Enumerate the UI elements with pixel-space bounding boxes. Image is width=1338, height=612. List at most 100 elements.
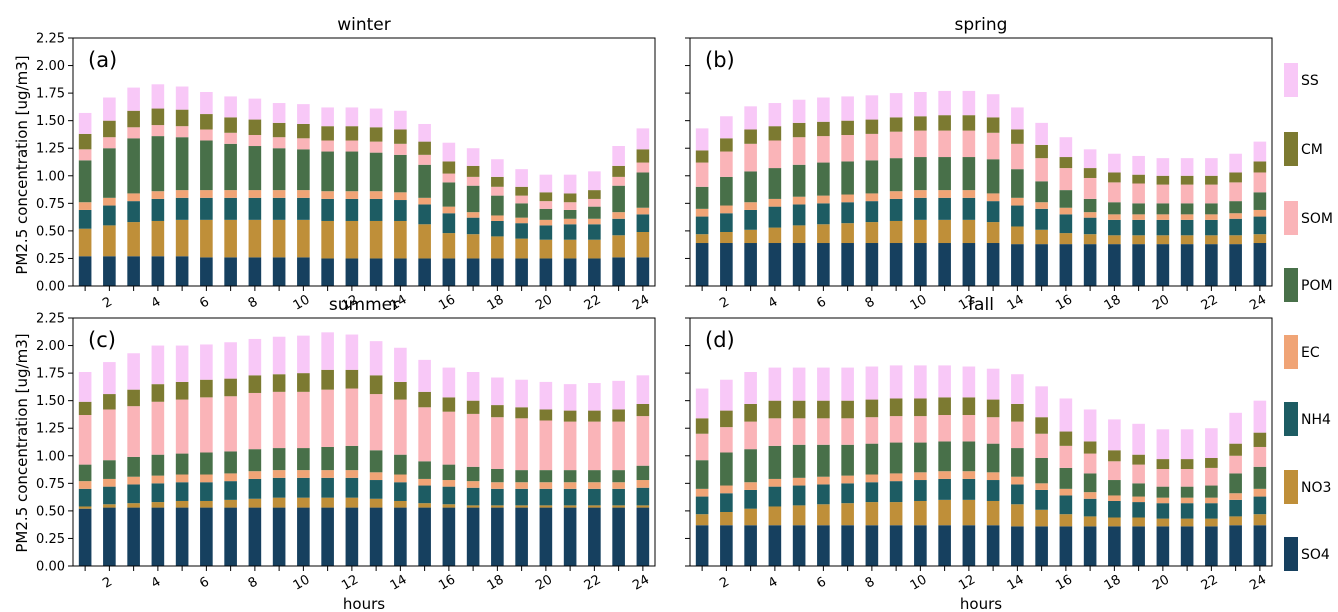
bar-segment-no3 [792, 505, 806, 526]
bar-segment-nh4 [127, 484, 140, 504]
bar-segment-ss [636, 128, 650, 150]
y-tick-label: 0.75 [36, 197, 65, 212]
bar-segment-som [1156, 184, 1170, 204]
bar-segment-no3 [588, 239, 601, 259]
bar-segment-ec [224, 190, 237, 198]
bar-segment-som [792, 418, 806, 445]
bar-segment-no3 [1035, 229, 1048, 245]
bar-segment-so4 [612, 257, 625, 286]
bar-segment-som [369, 394, 383, 451]
x-tick-label: 18 [1102, 292, 1124, 313]
bar-segment-nh4 [418, 485, 431, 504]
bar-segment-cm [103, 120, 116, 138]
bar-segment-no3 [78, 228, 92, 257]
x-tick-label: 22 [582, 572, 604, 593]
bar-segment-cm [563, 193, 577, 203]
bar-segment-so4 [127, 507, 140, 566]
bar-segment-ss [345, 107, 359, 127]
bar-segment-so4 [200, 257, 213, 286]
y-tick-label: 0.50 [36, 224, 65, 239]
bar-segment-cm [369, 127, 383, 142]
bar-segment-so4 [695, 525, 709, 566]
bar-segment-no3 [1156, 518, 1170, 527]
bar-segment-som [962, 415, 976, 442]
bar-segment-so4 [1011, 244, 1024, 286]
bar-segment-ec [1035, 202, 1048, 209]
chart-panels: 0.00 0.25 0.50 0.75 1.00 1.25 1.50 1.75 2.00 2.25… [36, 15, 1273, 612]
x-tick-label: 18 [485, 572, 507, 593]
bar-segment-so4 [1083, 526, 1097, 566]
bar-segment-ss [103, 362, 116, 395]
bar-segment-ss [914, 365, 927, 399]
bar-segment-ss [938, 365, 951, 398]
bar-segment-cm [1011, 403, 1024, 422]
plot-frame [72, 317, 656, 567]
bar-segment-so4 [1205, 526, 1218, 566]
bar-segment-cm [345, 369, 359, 389]
bar-segment-so4 [1156, 526, 1170, 566]
bar-segment-so4 [369, 507, 383, 566]
bar-segment-ss [515, 169, 528, 187]
bar-segment-no3 [1108, 517, 1121, 527]
bar-segment-no3 [841, 223, 854, 244]
bar-segment-nh4 [1108, 500, 1121, 518]
bar-segment-nh4 [563, 224, 577, 240]
bar-segment-cm [442, 161, 456, 174]
bar-segment-ss [78, 112, 92, 134]
bar-segment-nh4 [768, 206, 782, 228]
bar-segment-som [200, 129, 213, 141]
bar-segment-no3 [466, 234, 480, 259]
bar-segment-no3 [151, 502, 165, 508]
x-tick-label: 4 [149, 294, 164, 311]
bar-segment-ss [345, 334, 359, 370]
bar-segment-no3 [200, 500, 213, 508]
panel-letter: (a) [88, 48, 117, 72]
bar-segment-ss [792, 99, 806, 123]
bar-segment-cm [865, 119, 879, 134]
bar-segment-som [1180, 184, 1194, 204]
bar-segment-cm [1083, 441, 1097, 454]
bar-segment-pom [1156, 486, 1170, 498]
legend-swatch-so4 [1284, 537, 1298, 571]
bar-segment-nh4 [1108, 219, 1121, 236]
legend-swatch-nh4 [1284, 402, 1298, 436]
bar-segment-cm [321, 369, 334, 390]
bar-segment-ss [1132, 155, 1145, 175]
bar-segment-so4 [914, 243, 927, 286]
bar-segment-ss [889, 365, 903, 399]
bar-segment-pom [394, 454, 407, 475]
bar-segment-nh4 [321, 477, 334, 498]
bar-segment-ss [272, 336, 286, 375]
bar-segment-pom [720, 452, 733, 486]
bar-segment-ec [817, 476, 830, 485]
bar-segment-ss [914, 92, 927, 117]
bar-segment-cm [1180, 459, 1194, 469]
bar-segment-som [1011, 421, 1024, 449]
bar-segment-ec [986, 472, 1000, 481]
bar-segment-nh4 [744, 209, 757, 230]
bar-segment-so4 [986, 525, 1000, 566]
bar-segment-nh4 [1205, 503, 1218, 519]
bar-segment-so4 [442, 258, 456, 286]
bar-segment-som [695, 433, 709, 461]
bar-segment-ss [224, 96, 237, 118]
bar-segment-pom [418, 461, 431, 479]
bar-segment-cm [1035, 144, 1048, 159]
bar-segment-no3 [1205, 518, 1218, 527]
bar-segment-no3 [768, 227, 782, 244]
bar-segment-ss [1156, 429, 1170, 460]
bar-segment-so4 [938, 525, 951, 566]
bar-segment-so4 [841, 525, 854, 566]
bar-segment-nh4 [394, 482, 407, 501]
bar-segment-som [321, 140, 334, 152]
bar-segment-nh4 [151, 198, 165, 221]
bar-segment-no3 [418, 224, 431, 259]
bar-segment-ss [588, 171, 601, 191]
plot-frame [689, 317, 1273, 567]
bar-segment-nh4 [986, 201, 1000, 223]
bar-segment-cm [938, 397, 951, 415]
bar-segment-cm [1205, 175, 1218, 185]
y-tick-label: 2.25 [36, 312, 65, 327]
bar-segment-som [744, 143, 757, 172]
bar-segment-som [394, 143, 407, 155]
